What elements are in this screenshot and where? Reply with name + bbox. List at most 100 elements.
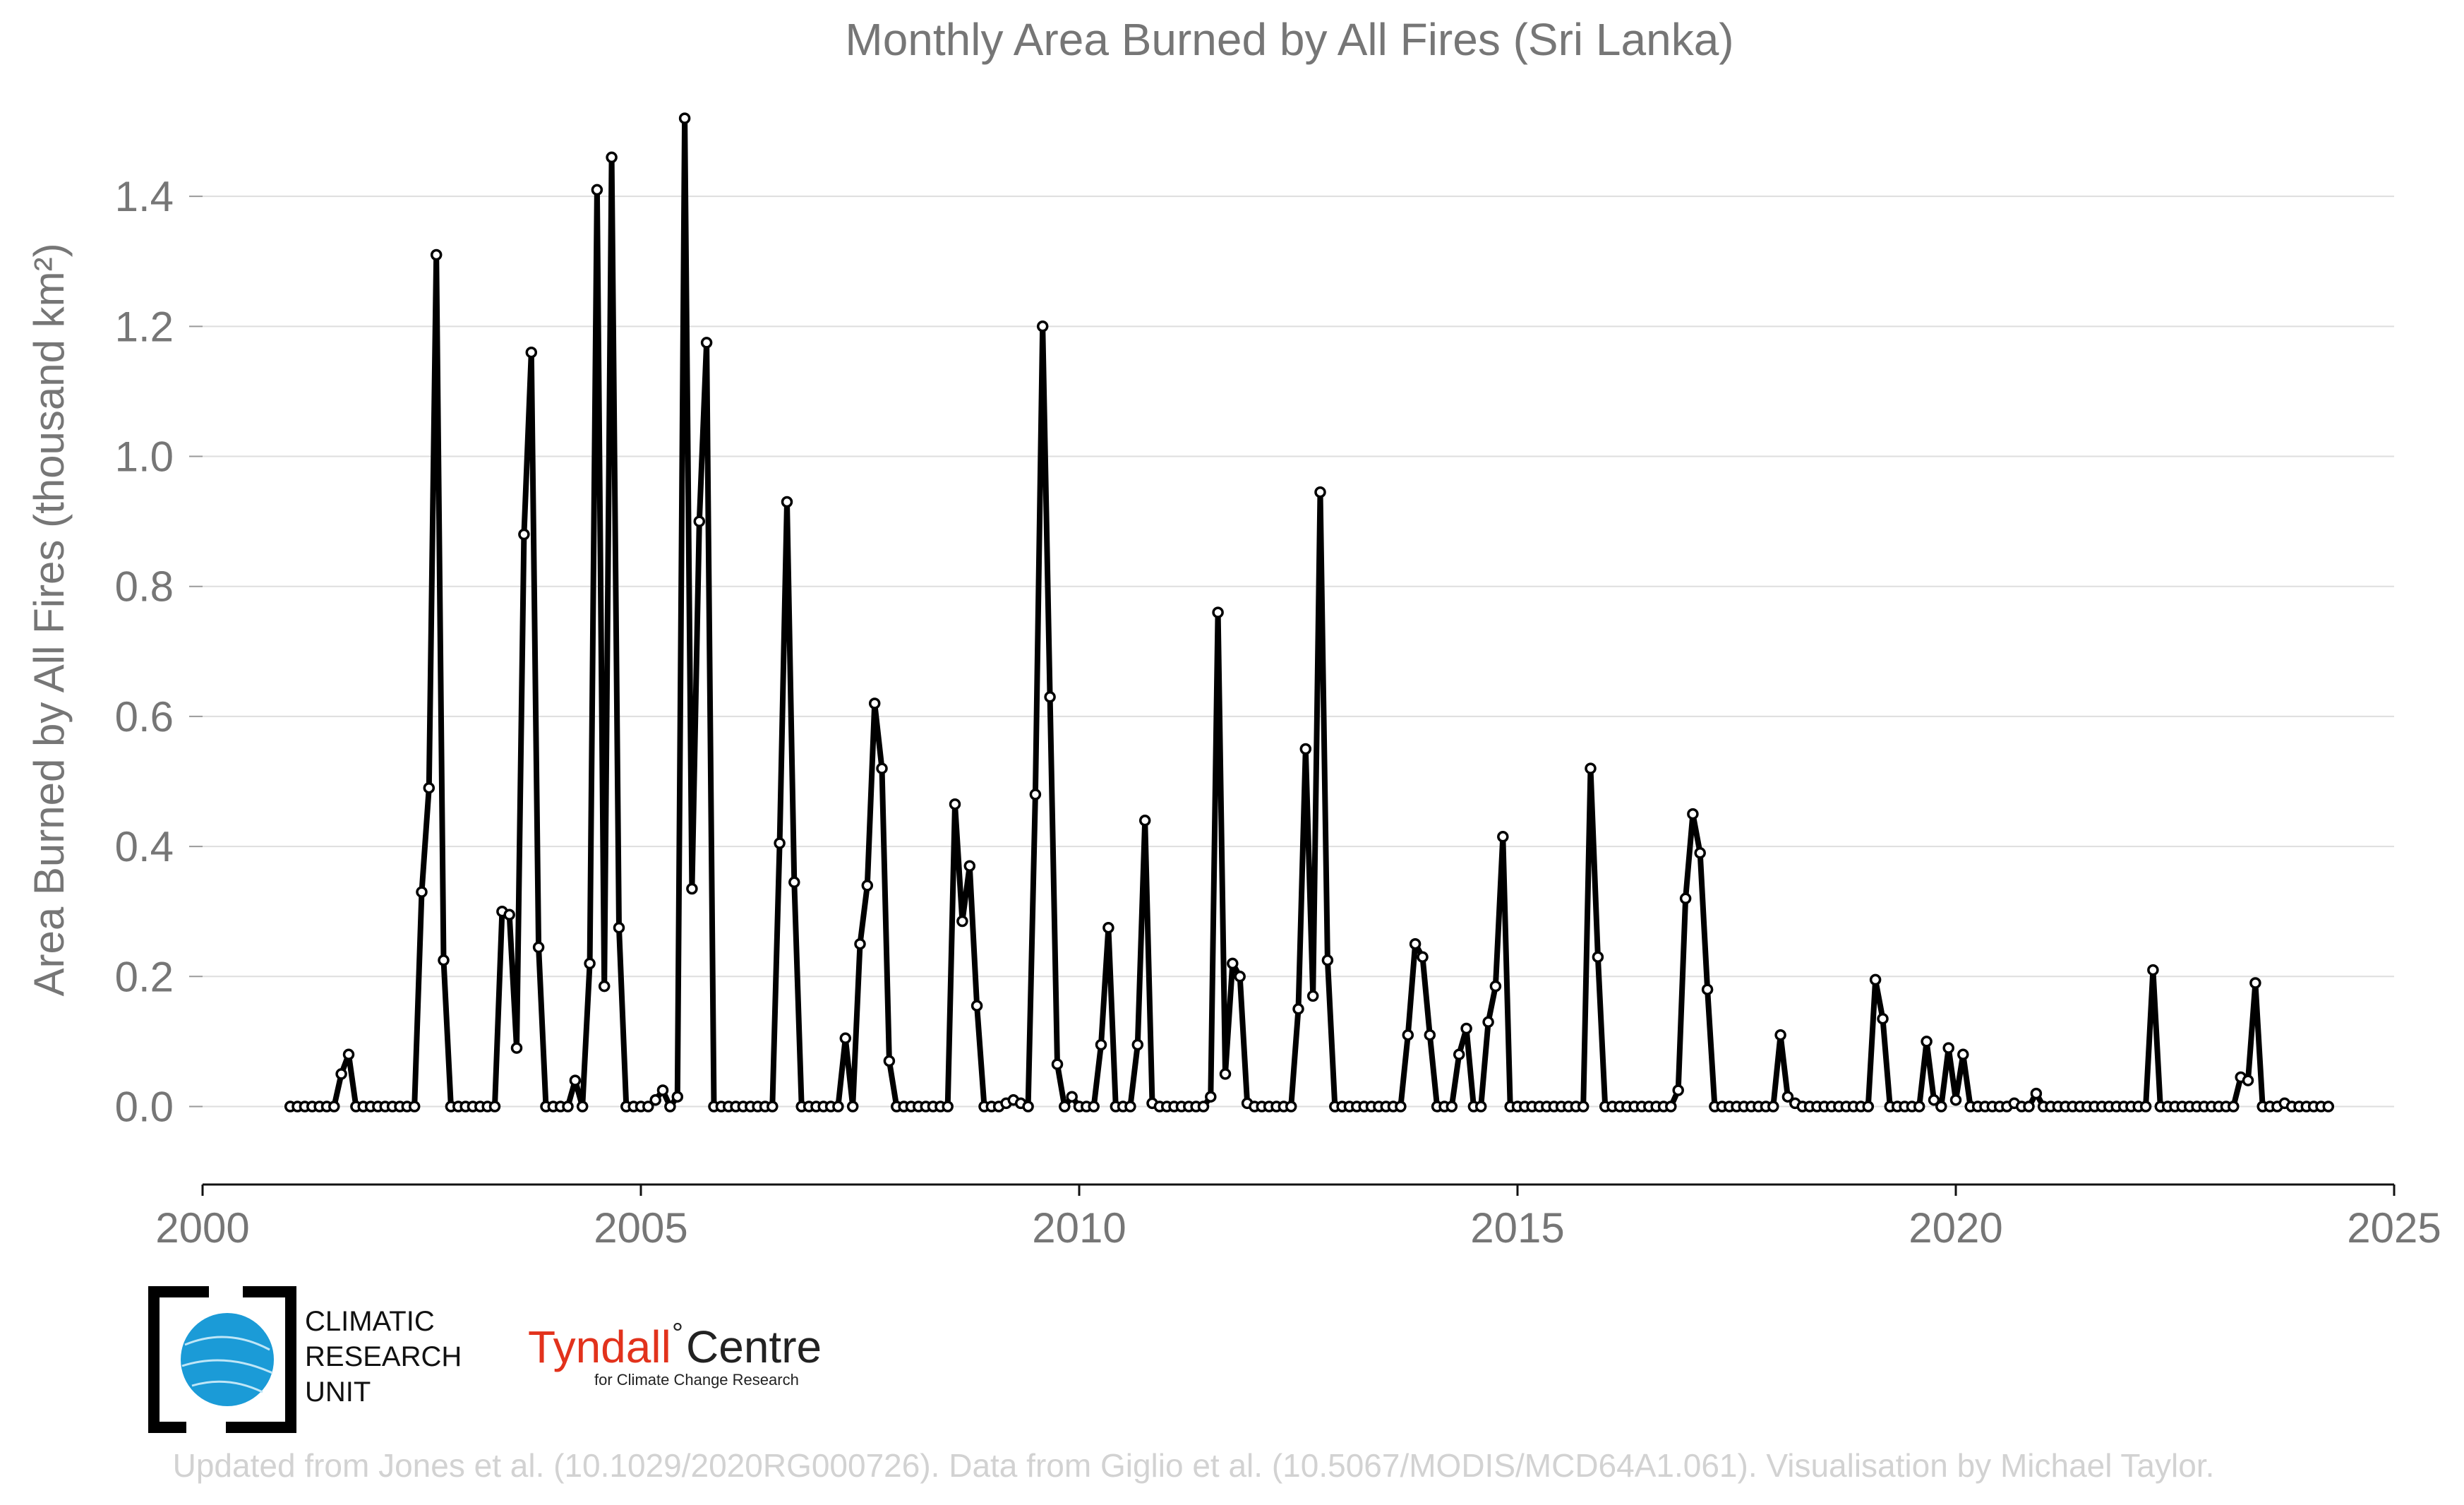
- series-line: [290, 115, 2328, 1110]
- footer-credit: Updated from Jones et al. (10.1029/2020R…: [173, 1447, 2215, 1484]
- data-point: [781, 496, 793, 508]
- data-point: [774, 837, 786, 849]
- data-point: [1701, 983, 1714, 995]
- data-point: [423, 781, 435, 794]
- x-tick-label: 2015: [1470, 1204, 1564, 1252]
- data-point: [1285, 1101, 1297, 1113]
- data-point: [678, 112, 691, 124]
- cru-line-2: RESEARCH: [305, 1341, 462, 1372]
- data-point: [1102, 921, 1114, 934]
- tyndall-logo: Tyndall ° Centre for Climate Change Rese…: [528, 1318, 822, 1389]
- y-tick-label: 1.4: [115, 173, 174, 220]
- data-point: [2228, 1101, 2240, 1113]
- data-point: [2030, 1087, 2043, 1100]
- data-point: [656, 1084, 669, 1096]
- data-point: [569, 1074, 582, 1086]
- data-point: [1592, 951, 1604, 963]
- data-point: [1022, 1101, 1034, 1113]
- data-point: [1088, 1101, 1100, 1113]
- data-point: [1066, 1091, 1078, 1103]
- data-point: [576, 1101, 589, 1113]
- data-point: [832, 1101, 844, 1113]
- y-tick-label: 1.2: [115, 303, 174, 350]
- data-point: [591, 184, 603, 196]
- x-tick-label: 2010: [1032, 1204, 1126, 1252]
- data-point: [671, 1091, 684, 1103]
- y-tick-label: 1.0: [115, 433, 174, 481]
- data-point: [2242, 1074, 2254, 1086]
- data-point: [1577, 1101, 1589, 1113]
- data-point: [1424, 1029, 1436, 1041]
- data-point: [606, 151, 618, 164]
- data-point: [1234, 971, 1246, 983]
- data-point: [956, 915, 968, 928]
- data-point: [1949, 1094, 1962, 1106]
- x-tick-label: 2025: [2347, 1204, 2441, 1252]
- data-point: [1051, 1058, 1064, 1070]
- data-point: [949, 798, 961, 810]
- data-point: [584, 957, 596, 970]
- data-point: [1314, 486, 1326, 498]
- data-point: [1402, 1029, 1414, 1041]
- data-point: [1694, 847, 1706, 859]
- data-point: [1029, 789, 1042, 801]
- data-point: [970, 1000, 983, 1012]
- cru-line-3: UNIT: [305, 1377, 371, 1408]
- data-point: [1205, 1091, 1217, 1103]
- data-point: [1124, 1101, 1136, 1113]
- data-point: [1928, 1094, 1940, 1106]
- tyndall-name-red: Tyndall: [528, 1321, 671, 1372]
- data-point: [2322, 1101, 2335, 1113]
- data-point: [1497, 831, 1509, 843]
- data-point: [335, 1068, 347, 1080]
- data-point: [686, 882, 698, 895]
- data-point: [532, 941, 545, 954]
- data-point: [1306, 990, 1319, 1002]
- data-point: [1417, 951, 1429, 963]
- data-point: [1781, 1091, 1794, 1103]
- data-point: [1197, 1101, 1210, 1113]
- data-point: [2249, 977, 2261, 989]
- data-point: [1036, 320, 1049, 332]
- data-point: [1489, 980, 1502, 993]
- data-point: [503, 909, 515, 921]
- data-point: [1767, 1101, 1779, 1113]
- data-point: [693, 515, 706, 527]
- cru-logo: CLIMATIC RESEARCH UNIT: [148, 1286, 462, 1433]
- data-point: [488, 1101, 501, 1113]
- data-point: [868, 697, 881, 709]
- data-point: [1131, 1038, 1144, 1051]
- data-point: [1044, 691, 1056, 703]
- data-point: [1227, 957, 1239, 970]
- data-point: [942, 1101, 954, 1113]
- tyndall-subtitle: for Climate Change Research: [594, 1371, 799, 1389]
- data-point: [408, 1101, 421, 1113]
- cru-line-1: CLIMATIC: [305, 1306, 435, 1337]
- y-axis-label: Area Burned by All Fires (thousand km²): [25, 243, 73, 996]
- data-point: [1482, 1016, 1494, 1029]
- data-point: [1409, 937, 1422, 950]
- data-point: [1395, 1101, 1407, 1113]
- chart-title: Monthly Area Burned by All Fires (Sri La…: [845, 14, 1733, 65]
- data-point: [1453, 1048, 1465, 1061]
- data-point: [1474, 1101, 1487, 1113]
- y-tick-label: 0.2: [115, 953, 174, 1000]
- data-point: [1292, 1003, 1304, 1015]
- tyndall-name-black: Centre: [686, 1321, 822, 1372]
- data-point: [861, 880, 874, 892]
- data-point: [854, 937, 866, 950]
- data-point: [1957, 1048, 1969, 1061]
- data-point: [562, 1101, 574, 1113]
- data-point: [1913, 1101, 1925, 1113]
- data-point: [963, 860, 976, 872]
- y-tick-label: 0.6: [115, 693, 174, 740]
- data-point: [1138, 815, 1151, 827]
- data-point: [1095, 1038, 1107, 1051]
- data-point: [342, 1048, 355, 1061]
- data-point: [642, 1101, 654, 1113]
- data-point: [525, 346, 538, 359]
- x-ticks: 2000 2005 2010 2015 2020 2025: [155, 1185, 2441, 1252]
- data-point: [846, 1101, 859, 1113]
- data-point: [839, 1032, 852, 1045]
